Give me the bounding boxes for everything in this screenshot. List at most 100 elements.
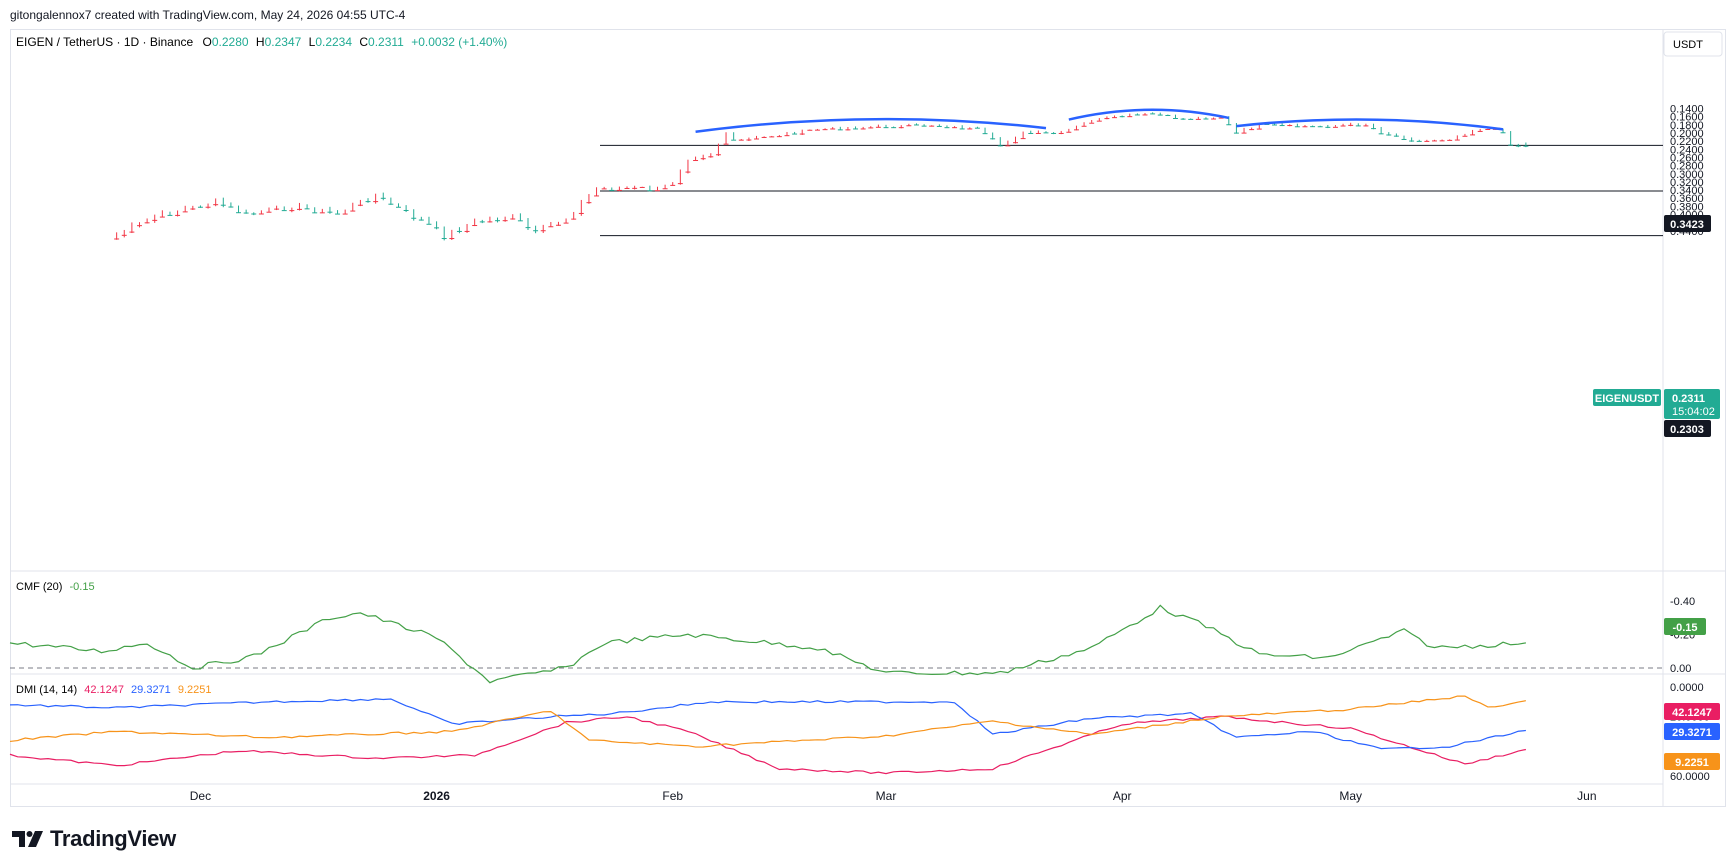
candle-body[interactable] — [837, 129, 843, 131]
candle-body[interactable] — [723, 143, 729, 145]
candle-body[interactable] — [1477, 130, 1483, 132]
candle-body[interactable] — [571, 218, 577, 220]
candle-body[interactable] — [304, 208, 310, 210]
candle-body[interactable] — [114, 238, 120, 240]
candle-body[interactable] — [738, 139, 744, 141]
candle-body[interactable] — [365, 201, 371, 203]
candle-body[interactable] — [769, 136, 775, 138]
candle-body[interactable] — [929, 125, 935, 127]
candle-body[interactable] — [1508, 144, 1514, 146]
candle-body[interactable] — [502, 220, 508, 222]
candle-body[interactable] — [1058, 132, 1064, 134]
candle-body[interactable] — [898, 127, 904, 129]
candle-body[interactable] — [479, 221, 485, 223]
candle-body[interactable] — [1165, 114, 1171, 116]
candle-body[interactable] — [274, 208, 280, 210]
candle-body[interactable] — [1218, 117, 1224, 119]
candle-body[interactable] — [1256, 128, 1262, 130]
candle-body[interactable] — [197, 206, 203, 208]
candle-body[interactable] — [1127, 116, 1133, 118]
candle-body[interactable] — [830, 128, 836, 130]
candle-body[interactable] — [1241, 132, 1247, 134]
candle-body[interactable] — [1119, 116, 1125, 118]
candle-body[interactable] — [1439, 140, 1445, 142]
candle-body[interactable] — [868, 127, 874, 129]
candle-body[interactable] — [1470, 134, 1476, 136]
candle-body[interactable] — [350, 210, 356, 212]
candle-body[interactable] — [967, 128, 973, 130]
candle-body[interactable] — [578, 212, 584, 214]
candle-body[interactable] — [540, 230, 546, 232]
candle-body[interactable] — [746, 139, 752, 141]
candle-body[interactable] — [883, 127, 889, 129]
candle-body[interactable] — [312, 212, 318, 214]
candle-body[interactable] — [1279, 125, 1285, 127]
candle-body[interactable] — [1134, 114, 1140, 116]
candle-body[interactable] — [510, 218, 516, 220]
candle-body[interactable] — [853, 128, 859, 130]
candle-body[interactable] — [1249, 129, 1255, 131]
candle-body[interactable] — [464, 230, 470, 232]
candle-body[interactable] — [1195, 118, 1201, 120]
candle-body[interactable] — [822, 129, 828, 131]
candle-body[interactable] — [1371, 128, 1377, 130]
candle-body[interactable] — [159, 216, 165, 218]
candle-body[interactable] — [1104, 118, 1110, 120]
candle-body[interactable] — [601, 188, 607, 190]
candle-body[interactable] — [1066, 131, 1072, 133]
candle-body[interactable] — [1500, 132, 1506, 134]
candle-body[interactable] — [936, 125, 942, 127]
candle-body[interactable] — [1150, 113, 1156, 115]
candle-body[interactable] — [1355, 125, 1361, 127]
candle-body[interactable] — [1317, 126, 1323, 128]
candle-body[interactable] — [456, 230, 462, 232]
candle-body[interactable] — [1310, 126, 1316, 128]
candle-body[interactable] — [814, 129, 820, 131]
candle-body[interactable] — [1142, 114, 1148, 116]
candle-body[interactable] — [1073, 129, 1079, 131]
candle-body[interactable] — [1302, 126, 1308, 128]
candle-body[interactable] — [1294, 126, 1300, 128]
candle-body[interactable] — [175, 214, 181, 216]
candle-body[interactable] — [639, 186, 645, 188]
candle-body[interactable] — [1188, 118, 1194, 120]
candle-body[interactable] — [289, 210, 295, 212]
candle-body[interactable] — [586, 202, 592, 204]
candle-body[interactable] — [860, 128, 866, 130]
candle-body[interactable] — [944, 127, 950, 129]
candle-body[interactable] — [921, 125, 927, 127]
candle-body[interactable] — [548, 226, 554, 228]
candle-body[interactable] — [426, 223, 432, 225]
candle-body[interactable] — [1005, 145, 1011, 147]
candle-body[interactable] — [1332, 126, 1338, 128]
candle-body[interactable] — [891, 127, 897, 129]
candle-body[interactable] — [1051, 132, 1057, 134]
candle-body[interactable] — [906, 125, 912, 127]
candle-body[interactable] — [731, 139, 737, 141]
candle-body[interactable] — [662, 188, 668, 190]
candle-body[interactable] — [1043, 132, 1049, 134]
candle-body[interactable] — [1180, 118, 1186, 120]
candle-body[interactable] — [335, 213, 341, 215]
candle-body[interactable] — [1013, 142, 1018, 144]
candle-body[interactable] — [396, 206, 401, 208]
pattern-arc[interactable] — [1236, 118, 1504, 131]
candle-body[interactable] — [403, 209, 409, 211]
candle-body[interactable] — [129, 231, 135, 233]
candle-body[interactable] — [167, 214, 173, 216]
candle-body[interactable] — [1020, 138, 1026, 140]
candle-body[interactable] — [1089, 122, 1095, 124]
candle-body[interactable] — [1287, 125, 1293, 127]
candle-body[interactable] — [1203, 118, 1209, 120]
candle-body[interactable] — [677, 183, 683, 185]
candle-body[interactable] — [715, 154, 721, 156]
candle-body[interactable] — [380, 197, 386, 199]
candle-body[interactable] — [1226, 124, 1232, 126]
candle-body[interactable] — [517, 220, 523, 222]
candle-body[interactable] — [594, 195, 600, 197]
candle-body[interactable] — [914, 124, 919, 126]
candle-body[interactable] — [1363, 125, 1369, 127]
pattern-arc[interactable] — [695, 117, 1047, 134]
candle-body[interactable] — [411, 217, 417, 219]
candle-body[interactable] — [1462, 135, 1468, 137]
